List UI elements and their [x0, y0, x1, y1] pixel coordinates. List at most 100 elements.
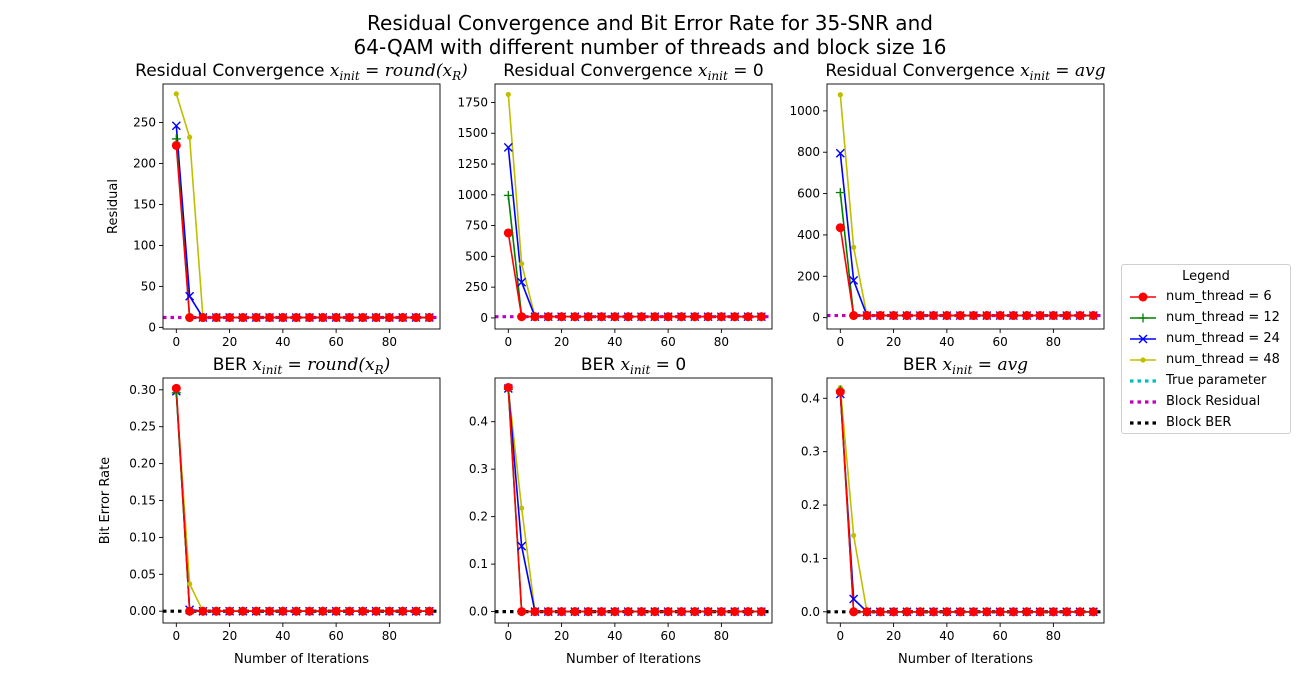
data-point — [198, 606, 208, 616]
data-point — [982, 607, 992, 617]
y-tick-label: 750 — [465, 219, 488, 233]
subplot-3: Residual Convergence xinit = avg 0 20 40 60 8… — [789, 61, 1105, 349]
data-point — [636, 312, 646, 322]
data-point — [690, 607, 700, 617]
data-point — [503, 142, 513, 152]
data-point — [344, 313, 354, 323]
y-axis-label: Bit Error Rate — [98, 457, 113, 544]
data-point — [505, 91, 511, 98]
x-tick-label: 80 — [382, 335, 397, 349]
subplot-6: BER xinit = avg 0 20 40 60 80 0.0 0.1 0.2 0.3 0.4 N… — [801, 355, 1105, 667]
data-point — [1035, 311, 1045, 321]
data-point — [756, 607, 766, 617]
data-point — [1075, 311, 1085, 321]
data-point — [238, 606, 248, 616]
subplot-5: BER xinit = 0 0 20 40 60 80 0.0 0.1 0.2 0.3 0.4 Num… — [469, 355, 773, 667]
data-point — [902, 607, 912, 617]
data-point — [1008, 607, 1018, 617]
legend-item: Block Residual — [1122, 391, 1290, 412]
y-tick-label: 50 — [141, 279, 156, 293]
x-tick-label: 80 — [1046, 629, 1061, 643]
data-point — [304, 313, 314, 323]
legend-label: True parameter — [1166, 373, 1267, 388]
data-point — [597, 607, 607, 617]
legend: Legend num_thread = 6 num_thread = 12 num_… — [1121, 264, 1291, 434]
x-tick-label: 0 — [172, 629, 180, 643]
data-point — [676, 607, 686, 617]
y-tick-label: 0.30 — [129, 383, 156, 397]
data-point — [703, 607, 713, 617]
legend-marker — [1138, 334, 1148, 343]
data-point — [543, 312, 553, 322]
data-point — [278, 313, 288, 323]
data-point — [517, 541, 527, 551]
data-point — [610, 607, 620, 617]
y-tick-label: 200 — [797, 269, 820, 283]
data-point — [968, 311, 978, 321]
data-point — [583, 607, 593, 617]
data-point — [1048, 311, 1058, 321]
data-point — [398, 313, 408, 323]
data-point — [384, 606, 394, 616]
y-tick-label: 800 — [797, 145, 820, 159]
y-tick-label: 600 — [797, 187, 820, 201]
x-tick-label: 80 — [382, 629, 397, 643]
x-tick-label: 80 — [714, 629, 729, 643]
data-point — [198, 313, 208, 323]
data-point — [716, 312, 726, 322]
y-tick-label: 0.00 — [129, 604, 156, 618]
legend-label: num_thread = 12 — [1166, 310, 1280, 325]
data-point — [411, 606, 421, 616]
x-tick-label: 40 — [275, 335, 290, 349]
data-point — [862, 311, 872, 321]
x-tick-label: 60 — [992, 335, 1007, 349]
data-point — [610, 312, 620, 322]
data-point — [902, 311, 912, 321]
y-tick-label: 0.4 — [801, 391, 820, 405]
y-tick-label: 0.1 — [801, 551, 820, 565]
y-tick-label: 0 — [480, 311, 488, 325]
x-tick-label: 60 — [660, 629, 675, 643]
plot-marks — [495, 91, 772, 322]
data-point — [889, 311, 899, 321]
subplot-title: BER xinit = 0 — [581, 355, 686, 377]
data-point — [503, 382, 513, 392]
data-point — [225, 606, 235, 616]
legend-item: num_thread = 12 — [1122, 307, 1290, 328]
y-tick-label: 1250 — [457, 157, 488, 171]
data-point — [875, 311, 885, 321]
y-tick-label: 0.25 — [129, 420, 156, 434]
data-point — [358, 606, 368, 616]
y-tick-label: 0.2 — [469, 510, 488, 524]
data-point — [849, 594, 859, 604]
y-tick-label: 1500 — [457, 126, 488, 140]
data-point — [743, 607, 753, 617]
y-tick-label: 200 — [133, 156, 156, 170]
data-point — [862, 607, 872, 617]
x-tick-label: 20 — [222, 335, 237, 349]
data-point — [623, 607, 633, 617]
x-tick-label: 40 — [939, 629, 954, 643]
subplot-title: Residual Convergence xinit = 0 — [503, 61, 763, 83]
y-tick-label: 1000 — [789, 104, 820, 118]
data-point — [995, 311, 1005, 321]
y-tick-label: 0.05 — [129, 567, 156, 581]
data-point — [251, 313, 261, 323]
data-point — [1088, 311, 1098, 321]
legend-marker — [1140, 356, 1146, 363]
data-point — [411, 313, 421, 323]
y-tick-label: 0.0 — [469, 605, 488, 619]
data-point — [597, 312, 607, 322]
data-point — [849, 607, 859, 617]
plot-marks — [495, 382, 772, 617]
y-tick-label: 0.0 — [801, 605, 820, 619]
legend-items: num_thread = 6 num_thread = 12 num_thread … — [1122, 286, 1290, 433]
plot-area — [163, 378, 440, 623]
data-point — [371, 313, 381, 323]
data-point — [530, 607, 540, 617]
data-point — [650, 607, 660, 617]
data-point — [623, 312, 633, 322]
y-tick-label: 0.4 — [469, 415, 488, 429]
y-tick-label: 100 — [133, 238, 156, 252]
